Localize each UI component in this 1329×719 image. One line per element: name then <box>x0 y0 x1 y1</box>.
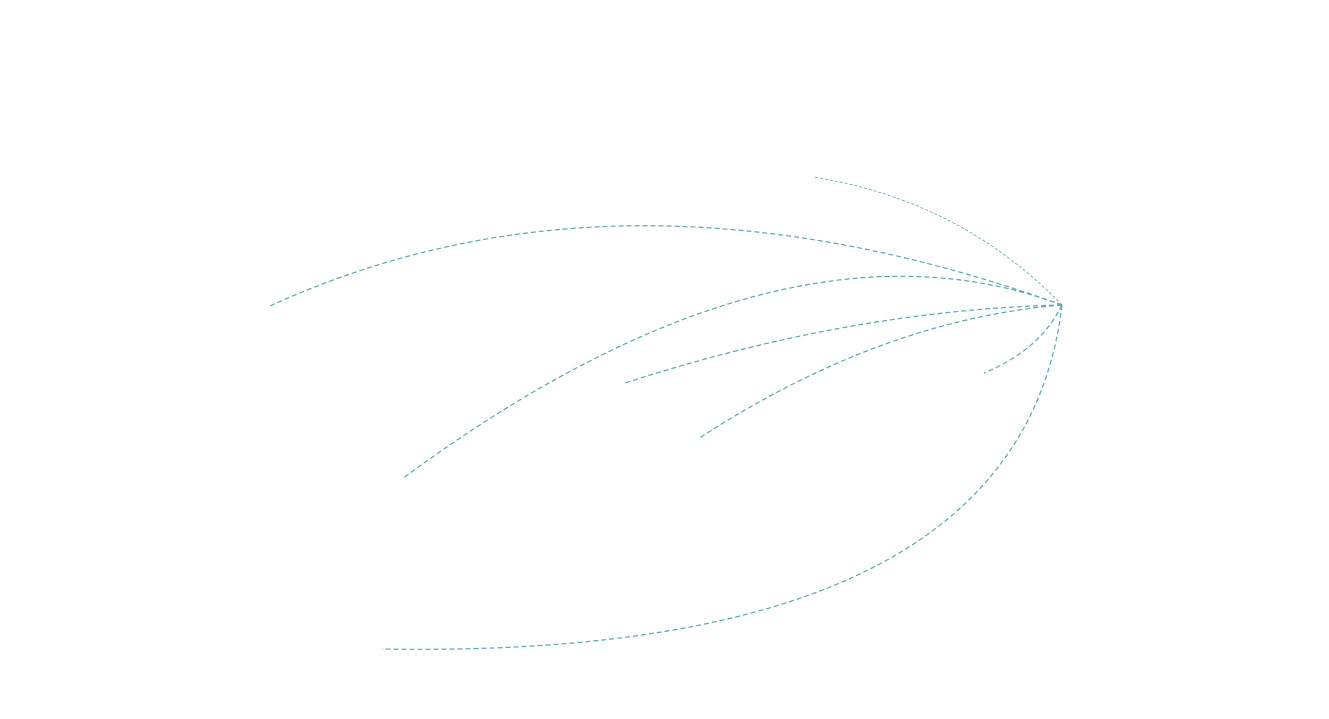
route-line <box>401 275 1063 480</box>
route-line <box>269 225 1063 307</box>
route-line <box>983 304 1063 374</box>
route-line <box>697 304 1063 440</box>
route-line <box>381 304 1063 650</box>
route-line <box>812 176 1063 306</box>
routes-layer <box>269 176 1063 650</box>
route-line <box>624 304 1063 384</box>
